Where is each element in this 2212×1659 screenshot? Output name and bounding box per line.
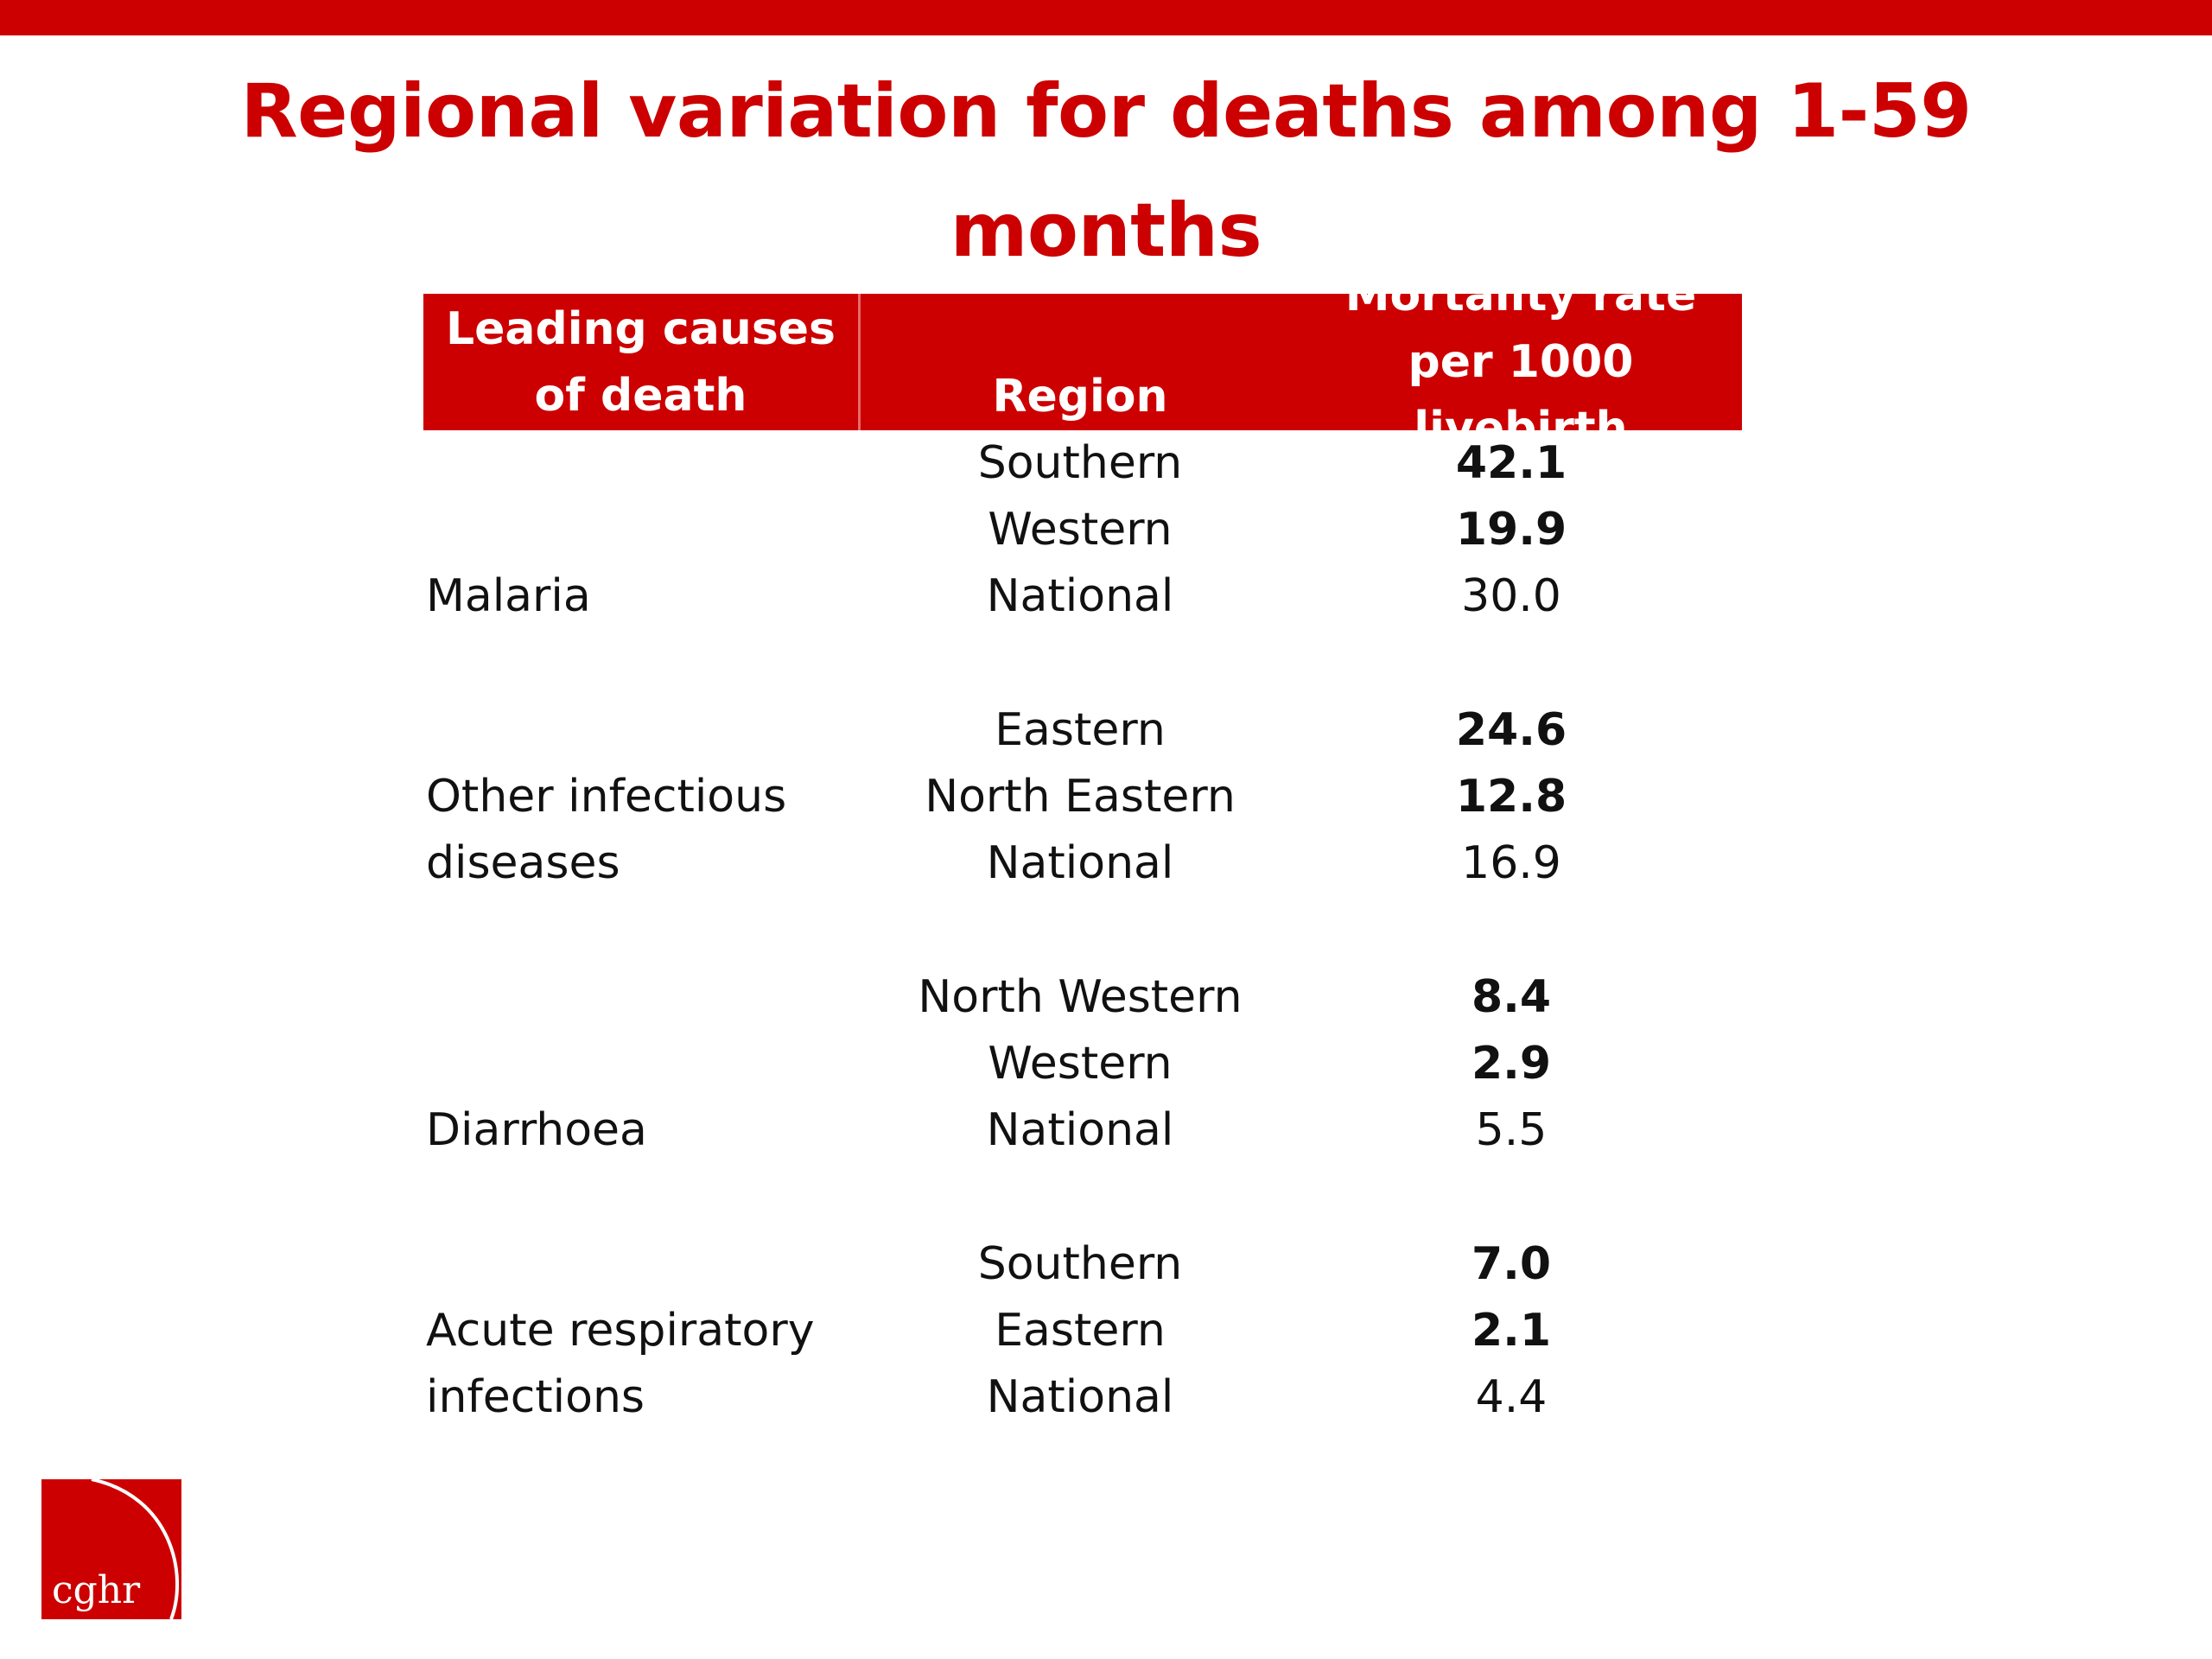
table-row: Southern 42.1 xyxy=(423,430,1742,497)
rate-cell: 24.6 xyxy=(1455,704,1567,756)
table-header-row: Leading causes of death Region Mortality… xyxy=(423,269,1742,454)
cause-cell: Acute respiratory infections xyxy=(426,1305,815,1423)
table-body: Southern 42.1 Western 19.9 National 30.0 Malar… xyxy=(423,430,1742,1498)
table-row: National 30.0 xyxy=(423,563,1742,630)
table-row: Eastern 2.1 xyxy=(423,1298,1742,1364)
region-cell: Southern xyxy=(977,1238,1183,1290)
region-cell: Western xyxy=(988,504,1173,556)
region-cell: National xyxy=(986,837,1174,889)
cause-cell: Other infectious diseases xyxy=(426,771,787,889)
table-row: National 16.9 xyxy=(423,830,1742,897)
table-row: North Eastern 12.8 xyxy=(423,764,1742,830)
slide-title-line-1: Regional variation for deaths among 1-59 xyxy=(240,68,1972,155)
region-cell: North Western xyxy=(918,971,1243,1023)
cause-cell: Diarrhoea xyxy=(426,1104,647,1156)
table-row: Eastern 24.6 xyxy=(423,697,1742,764)
logo-text: cghr xyxy=(52,1568,141,1612)
rate-cell: 7.0 xyxy=(1471,1238,1552,1290)
table-row: National 4.4 xyxy=(423,1364,1742,1431)
rate-cell: 16.9 xyxy=(1461,837,1561,889)
table-group: Eastern 24.6 North Eastern 12.8 National 16.9… xyxy=(423,697,1742,964)
table-row: Western 2.9 xyxy=(423,1031,1742,1097)
header-rate: Mortality rate per 1000 livebirth xyxy=(1344,269,1697,454)
region-cell: North Eastern xyxy=(925,771,1236,823)
region-cell: Eastern xyxy=(995,1305,1166,1357)
rate-cell: 30.0 xyxy=(1461,570,1561,622)
header-cause: Leading causes of death xyxy=(423,294,861,430)
table-row: Southern 7.0 xyxy=(423,1231,1742,1298)
region-cell: National xyxy=(986,1371,1174,1423)
rate-cell: 5.5 xyxy=(1475,1104,1548,1156)
table-row: North Western 8.4 xyxy=(423,964,1742,1031)
logo-arc-icon xyxy=(91,1479,179,1619)
top-accent-bar xyxy=(0,0,2212,35)
table-group: Southern 42.1 Western 19.9 National 30.0 Malar… xyxy=(423,430,1742,697)
region-cell: National xyxy=(986,570,1174,622)
rate-cell: 19.9 xyxy=(1455,504,1567,556)
slide-title-line-2: months xyxy=(950,188,1262,274)
cause-cell: Malaria xyxy=(426,570,591,622)
region-cell: National xyxy=(986,1104,1174,1156)
table-group: Southern 7.0 Eastern 2.1 National 4.4 Acute re… xyxy=(423,1231,1742,1498)
cghr-logo: cghr xyxy=(41,1479,181,1619)
rate-cell: 8.4 xyxy=(1471,971,1552,1023)
table-row: Western 19.9 xyxy=(423,497,1742,563)
rate-cell: 2.9 xyxy=(1471,1038,1552,1090)
rate-cell: 2.1 xyxy=(1471,1305,1552,1357)
region-cell: Southern xyxy=(977,437,1183,489)
table-group: North Western 8.4 Western 2.9 National 5.5 Dia… xyxy=(423,964,1742,1231)
header-region: Region xyxy=(992,371,1168,423)
rate-cell: 42.1 xyxy=(1455,437,1567,489)
rate-cell: 12.8 xyxy=(1455,771,1567,823)
table-row: National 5.5 xyxy=(423,1097,1742,1164)
region-cell: Western xyxy=(988,1038,1173,1090)
slide-title: Regional variation for deaths among 1-59… xyxy=(0,52,2212,290)
region-cell: Eastern xyxy=(995,704,1166,756)
mortality-table: Leading causes of death Region Mortality… xyxy=(423,269,1742,1498)
rate-cell: 4.4 xyxy=(1475,1371,1548,1423)
